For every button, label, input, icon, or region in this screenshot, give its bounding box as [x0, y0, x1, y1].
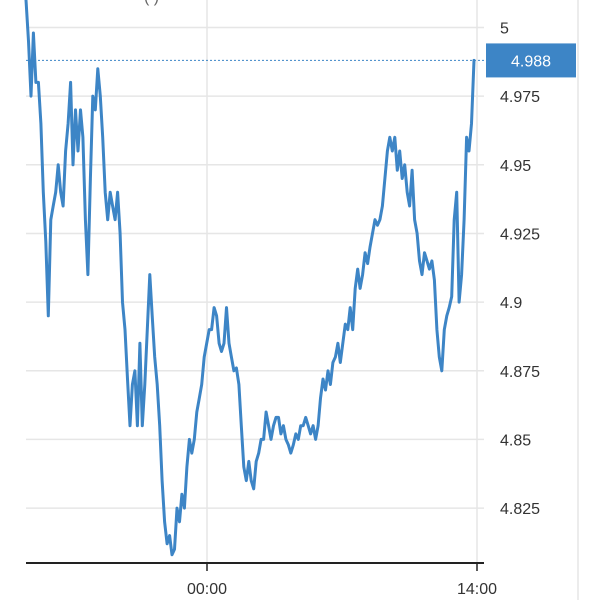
- axes: [26, 562, 484, 571]
- y-tick-label: 4.925: [500, 226, 540, 243]
- series-line: [24, 0, 476, 557]
- y-tick-label: 4.875: [500, 364, 540, 381]
- y-tick-label: 4.9: [500, 295, 522, 312]
- y-tick-label: 4.975: [500, 89, 540, 106]
- series-layer: [24, 0, 476, 557]
- last-value-badge: 4.988: [26, 43, 576, 78]
- chart-title: ( ): [144, 0, 159, 6]
- y-tick-label: 4.85: [500, 432, 531, 449]
- last-value-badge-box: [486, 43, 576, 78]
- x-tick-label: 00:00: [187, 581, 227, 598]
- y-tick-label: 4.95: [500, 158, 531, 175]
- x-tick-label: 14:00: [457, 581, 497, 598]
- y-tick-label: 4.825: [500, 501, 540, 518]
- tick-labels: 4.825 4.85 4.875 4.9 4.925 4.95 4.975 5 00:00 14:…: [144, 0, 540, 598]
- last-value-label: 4.988: [511, 53, 551, 70]
- grid: [26, 0, 579, 600]
- y-tick-label: 5: [500, 20, 509, 37]
